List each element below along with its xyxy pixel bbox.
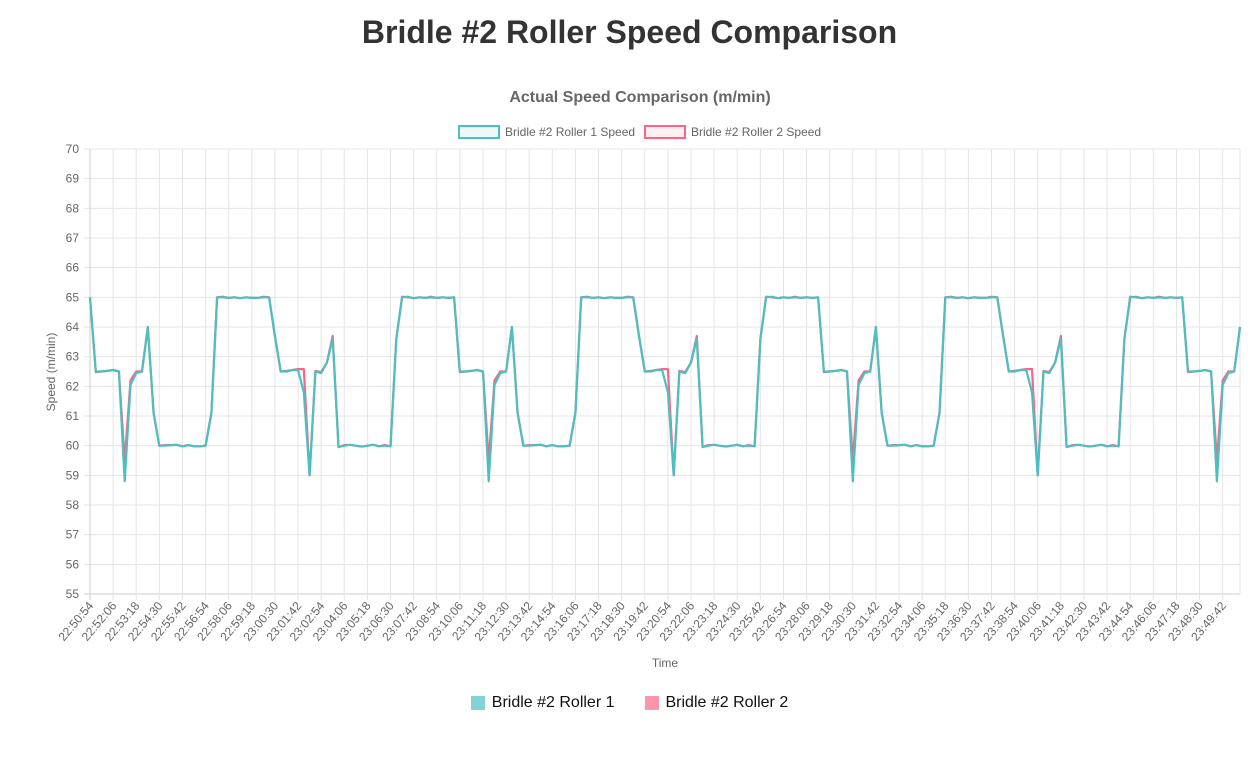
y-tick-label: 62 <box>66 379 80 393</box>
y-tick-label: 60 <box>66 439 80 453</box>
speed-line-chart: Actual Speed Comparison (m/min) Bridle #… <box>44 89 1242 670</box>
bottom-legend-swatch-roller-2 <box>644 696 659 710</box>
y-tick-label: 65 <box>66 290 80 304</box>
y-tick-label: 61 <box>66 409 80 423</box>
bottom-legend-item-roller-2[interactable]: Bridle #2 Roller 2 <box>644 694 789 712</box>
y-tick-label: 57 <box>66 528 80 542</box>
chart-legend: Bridle #2 Roller 1 Speed Bridle #2 Rolle… <box>458 125 821 139</box>
x-axis-label: Time <box>652 656 679 670</box>
y-tick-label: 56 <box>66 557 80 571</box>
y-tick-label: 70 <box>66 142 80 156</box>
chart-title: Actual Speed Comparison (m/min) <box>509 89 770 106</box>
legend-item-roller-2[interactable]: Bridle #2 Roller 2 Speed <box>644 125 821 139</box>
y-tick-label: 67 <box>66 231 80 245</box>
x-axis-ticks: 22:50:5422:52:0622:53:1822:54:3022:55:42… <box>56 599 1230 644</box>
bottom-legend: Bridle #2 Roller 1 Bridle #2 Roller 2 <box>0 694 1259 712</box>
series-line-roller-1 <box>88 295 1242 483</box>
legend-label-roller-1: Bridle #2 Roller 1 Speed <box>505 125 635 139</box>
y-axis-label: Speed (m/min) <box>44 333 58 412</box>
y-tick-label: 59 <box>66 468 80 482</box>
legend-label-roller-2: Bridle #2 Roller 2 Speed <box>691 125 821 139</box>
y-axis-ticks: 70 69 68 67 66 65 64 63 62 61 60 59 58 57 56 55 <box>66 142 80 601</box>
bottom-legend-label-roller-2: Bridle #2 Roller 2 <box>665 694 789 711</box>
page-title: Bridle #2 Roller Speed Comparison <box>361 14 898 50</box>
legend-swatch-roller-1 <box>458 125 500 139</box>
y-tick-label: 66 <box>66 261 80 275</box>
bottom-legend-label-roller-1: Bridle #2 Roller 1 <box>491 694 615 711</box>
y-tick-label: 58 <box>66 498 80 512</box>
y-tick-label: 63 <box>66 350 80 364</box>
bottom-legend-swatch-roller-1 <box>470 696 485 710</box>
legend-item-roller-1[interactable]: Bridle #2 Roller 1 Speed <box>458 125 635 139</box>
y-tick-label: 55 <box>66 587 80 601</box>
series-lines <box>88 295 1242 483</box>
y-tick-label: 69 <box>66 172 80 186</box>
bottom-legend-item-roller-1[interactable]: Bridle #2 Roller 1 <box>470 694 615 712</box>
legend-swatch-roller-2 <box>644 125 686 139</box>
y-tick-label: 68 <box>66 201 80 215</box>
y-tick-label: 64 <box>66 320 80 334</box>
grid-lines <box>84 148 1241 600</box>
